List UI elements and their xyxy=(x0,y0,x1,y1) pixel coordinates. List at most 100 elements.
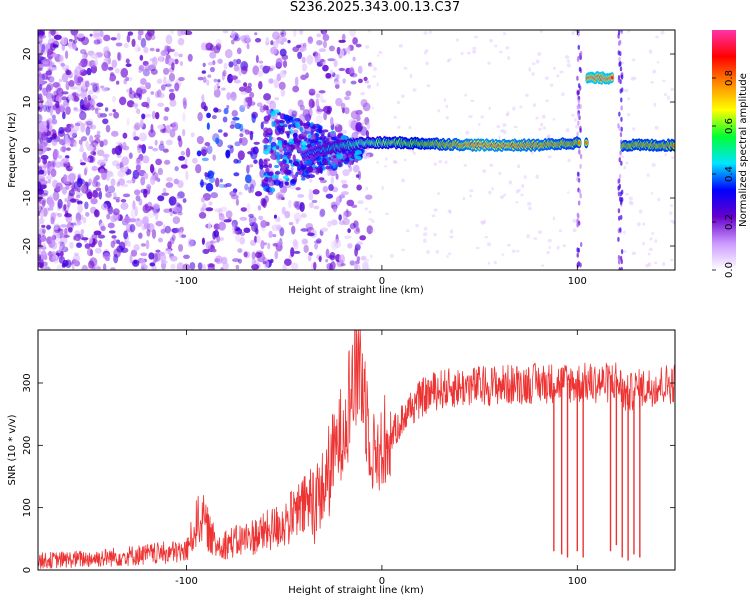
spectrogram-blob xyxy=(81,184,87,194)
spectrogram-blob xyxy=(148,252,155,260)
spectrogram-blob xyxy=(527,201,532,206)
spectrogram-blob xyxy=(532,103,536,108)
spectrogram-blob xyxy=(74,65,82,76)
spectrogram-blob xyxy=(80,162,86,166)
spectrogram-blob xyxy=(366,225,374,235)
spectrogram-blob xyxy=(88,178,93,185)
spectrogram-blob xyxy=(542,126,546,130)
spectrogram-blob xyxy=(325,165,331,170)
spectrogram-blob xyxy=(90,54,99,59)
spectrogram-blob xyxy=(231,109,238,117)
spectrogram-blob xyxy=(165,34,173,45)
spectrogram-blob xyxy=(576,104,579,110)
spectrogram-blob xyxy=(139,118,144,128)
spectrogram-blob xyxy=(354,158,358,162)
spectrogram-blob xyxy=(484,235,489,239)
spectrogram-blob xyxy=(617,254,621,260)
spectrogram-blob xyxy=(578,189,582,195)
spectrogram-blob xyxy=(213,88,221,98)
spectrogram-blob xyxy=(168,72,176,82)
spectrogram-blob xyxy=(155,249,161,253)
spectrogram-blob xyxy=(310,142,316,148)
spectrogram-blob xyxy=(341,33,346,41)
spectrogram-blob xyxy=(508,180,513,185)
spectrogram-blob xyxy=(576,222,579,228)
spectrogram-blob xyxy=(356,114,361,122)
spectrogram-blob xyxy=(496,125,501,129)
spectrogram-blob xyxy=(291,225,296,235)
spectrogram-blob xyxy=(401,248,406,252)
spectrogram-blob xyxy=(263,131,267,138)
spectrogram-blob xyxy=(282,175,289,180)
spectrogram-blob xyxy=(516,249,520,253)
spectrogram-blob xyxy=(173,51,179,57)
spectrogram-blob xyxy=(335,196,341,206)
spectrogram-blob xyxy=(171,234,176,241)
spectrogram-blob xyxy=(319,135,327,141)
spectrogram-blob xyxy=(132,259,140,267)
spectrogram-blob xyxy=(263,149,270,155)
spectrogram-blob xyxy=(150,91,155,95)
spectrogram-blob xyxy=(97,112,103,119)
spectrogram-blob xyxy=(245,37,251,44)
spectrogram-blob xyxy=(185,147,191,158)
spectrogram-blob xyxy=(327,58,336,62)
spectrogram-blob xyxy=(624,192,630,196)
spectrogram-blob xyxy=(240,104,248,108)
spectrogram-blob xyxy=(104,53,109,62)
spectrogram-blob xyxy=(52,133,57,139)
spectrogram-blob xyxy=(50,234,56,244)
spectrogram-blob xyxy=(203,249,209,254)
spectrogram-blob xyxy=(268,181,275,187)
spectrogram-blob xyxy=(122,132,128,139)
spectrogram-blob xyxy=(223,62,228,71)
spectrogram-blob xyxy=(213,84,218,91)
spectrogram-blob xyxy=(438,160,443,164)
spectrogram-blob xyxy=(60,250,64,257)
spectrogram-blob xyxy=(528,206,532,211)
spectrogram-blob xyxy=(308,202,314,209)
spectrogram-blob xyxy=(280,113,284,119)
spectrogram-blob xyxy=(87,94,92,101)
spectrogram-blob xyxy=(329,69,334,76)
spectrogram-blob xyxy=(210,192,219,199)
y-tick-label: -20 xyxy=(22,238,33,254)
spectrogram-blob xyxy=(168,88,175,93)
spectrogram-blob xyxy=(295,218,299,225)
spectrogram-blob xyxy=(83,96,88,106)
spectrogram-blob xyxy=(344,235,352,239)
spectrogram-blob xyxy=(346,199,355,207)
spectrogram-blob xyxy=(180,164,188,169)
spectrogram-blob xyxy=(85,188,92,197)
spectrogram-blob xyxy=(577,247,581,253)
spectrogram-blob xyxy=(212,154,216,161)
spectrogram-blob xyxy=(177,211,183,216)
spectrogram-blob xyxy=(72,39,78,44)
spectrogram-blob xyxy=(480,115,484,119)
spectrogram-blob xyxy=(93,209,100,218)
spectrogram-blob xyxy=(263,159,268,167)
spectrogram-blob xyxy=(200,42,208,51)
spectrogram-blob xyxy=(177,180,184,189)
spectrogram-blob xyxy=(128,90,137,99)
spectrogram-blob xyxy=(174,58,179,65)
spectrogram-blob xyxy=(371,219,375,224)
spectrogram-blob xyxy=(444,160,448,164)
spectrogram-blob xyxy=(239,231,245,237)
spectrogram-blob xyxy=(120,202,129,210)
spectrogram-blob xyxy=(577,177,581,183)
spectrogram-blob xyxy=(325,259,329,263)
spectrogram-blob xyxy=(202,203,207,211)
spectrogram-blob xyxy=(192,157,198,164)
spectrogram-blob xyxy=(51,53,58,57)
spectrogram-blob xyxy=(464,93,467,97)
spectrogram-blob xyxy=(268,163,273,169)
spectrogram-blob xyxy=(652,69,657,74)
spectrogram-blob xyxy=(165,139,173,146)
spectrogram-blob xyxy=(577,213,580,219)
spectrogram-blob xyxy=(579,127,582,133)
spectrogram-blob xyxy=(80,58,88,68)
spectrogram-blob xyxy=(303,244,309,253)
spectrogram-blob xyxy=(650,191,654,195)
spectrogram-blob xyxy=(76,33,85,38)
